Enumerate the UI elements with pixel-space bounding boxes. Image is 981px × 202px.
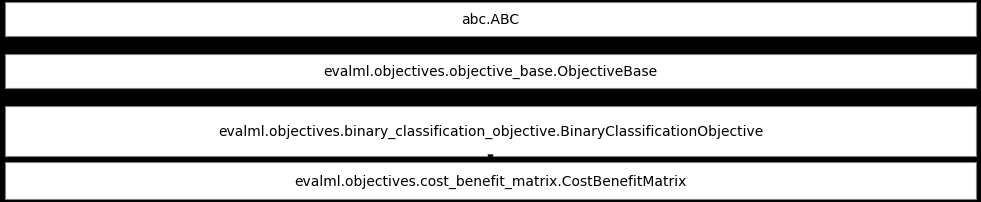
FancyBboxPatch shape [5,106,976,156]
Text: evalml.objectives.cost_benefit_matrix.CostBenefitMatrix: evalml.objectives.cost_benefit_matrix.Co… [294,174,687,188]
Text: abc.ABC: abc.ABC [461,13,520,27]
Text: evalml.objectives.objective_base.ObjectiveBase: evalml.objectives.objective_base.Objecti… [324,65,657,79]
FancyBboxPatch shape [5,55,976,88]
Text: evalml.objectives.binary_classification_objective.BinaryClassificationObjective: evalml.objectives.binary_classification_… [218,124,763,138]
FancyBboxPatch shape [5,162,976,199]
FancyBboxPatch shape [5,3,976,37]
